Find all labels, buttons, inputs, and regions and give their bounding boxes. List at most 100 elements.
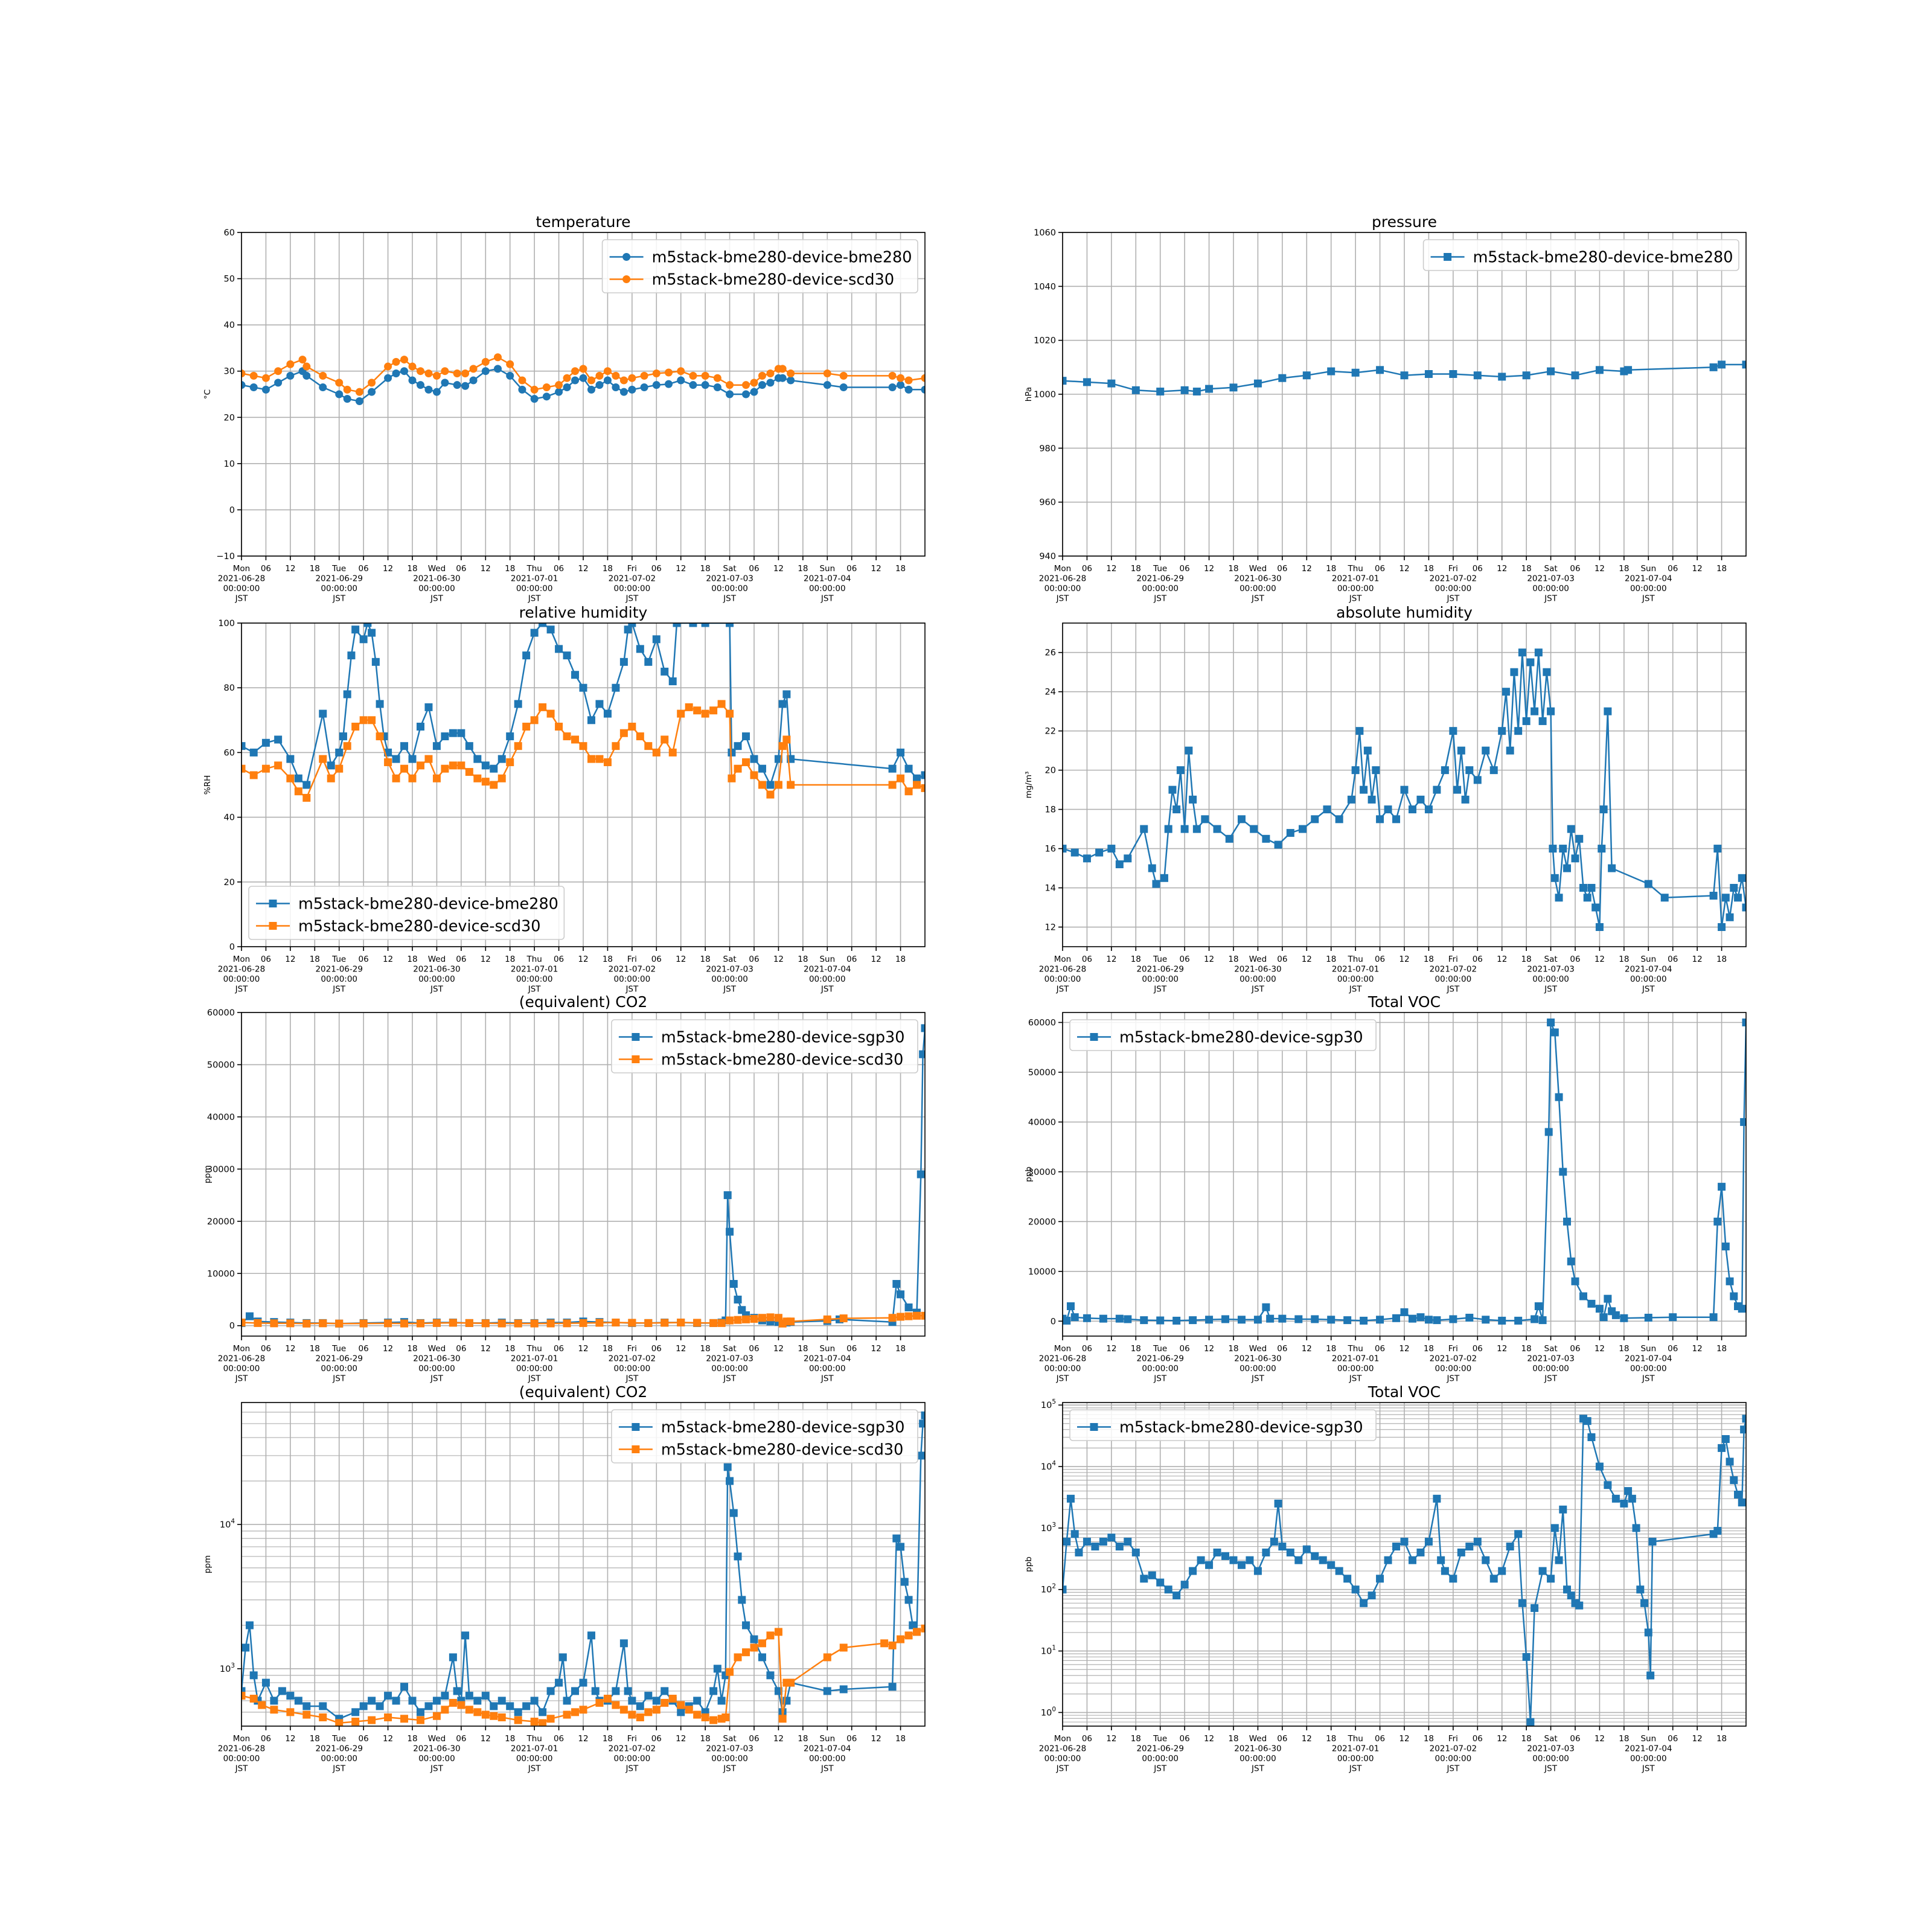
series-1 bbox=[242, 365, 925, 405]
x-tick-label: 06 bbox=[1082, 955, 1092, 964]
x-tick-label: Fri 2021-07-02 00:00:00 JST bbox=[609, 564, 656, 604]
data-point bbox=[1734, 894, 1742, 902]
data-point bbox=[286, 360, 295, 368]
x-tick-label: Sat 2021-07-03 00:00:00 JST bbox=[706, 564, 753, 604]
series-2 bbox=[242, 1624, 925, 1726]
x-tick-label: 18 bbox=[895, 955, 906, 964]
data-point bbox=[432, 1697, 441, 1705]
data-point bbox=[368, 629, 376, 637]
data-point bbox=[473, 1708, 482, 1716]
x-tick-label: 18 bbox=[1326, 564, 1336, 574]
x-tick-label: 12 bbox=[1692, 564, 1703, 574]
data-point bbox=[497, 755, 506, 763]
x-tick-label: 18 bbox=[1228, 1734, 1238, 1744]
data-point bbox=[1473, 1537, 1482, 1546]
x-tick-label: 12 bbox=[871, 1734, 881, 1744]
x-tick-label: 12 bbox=[1302, 1734, 1312, 1744]
x-tick-label: 06 bbox=[1277, 1734, 1287, 1744]
x-tick-label: 18 bbox=[603, 1344, 613, 1354]
y-axis-label: mg/m³ bbox=[1024, 772, 1034, 799]
x-tick-label: 12 bbox=[1106, 955, 1116, 964]
data-point bbox=[766, 1313, 775, 1322]
data-point bbox=[1299, 825, 1307, 833]
data-point bbox=[726, 1668, 734, 1676]
data-point bbox=[1531, 1315, 1539, 1323]
data-point bbox=[1083, 1537, 1091, 1546]
data-point bbox=[1160, 874, 1168, 882]
series-layer bbox=[242, 1024, 925, 1328]
data-point bbox=[721, 1713, 730, 1721]
data-point bbox=[1131, 1548, 1140, 1556]
data-point bbox=[563, 383, 571, 392]
x-tick-label: Fri 2021-07-02 00:00:00 JST bbox=[609, 1344, 656, 1384]
data-point bbox=[294, 1697, 302, 1705]
x-tick-label: 12 bbox=[1106, 1344, 1116, 1354]
data-point bbox=[1726, 913, 1734, 921]
x-tick-label: Sat 2021-07-03 00:00:00 JST bbox=[1527, 955, 1574, 994]
data-point bbox=[1131, 386, 1140, 394]
data-point bbox=[1550, 874, 1559, 882]
data-point bbox=[400, 356, 409, 364]
data-point bbox=[1632, 1524, 1640, 1532]
x-tick-label: 18 bbox=[407, 1344, 417, 1354]
data-point bbox=[274, 735, 283, 744]
x-tick-label: 06 bbox=[554, 955, 564, 964]
data-point bbox=[787, 369, 795, 378]
data-point bbox=[449, 761, 457, 770]
data-point bbox=[514, 1319, 522, 1328]
data-point bbox=[490, 781, 498, 789]
data-point bbox=[453, 369, 461, 378]
data-point bbox=[302, 1710, 311, 1719]
legend-marker bbox=[269, 922, 277, 930]
data-point bbox=[1262, 1303, 1270, 1311]
y-axis: 100 101 102 103 104 105 bbox=[1041, 1398, 1063, 1718]
x-tick-label: Fri 2021-07-02 00:00:00 JST bbox=[609, 955, 656, 994]
data-point bbox=[1253, 1567, 1262, 1575]
data-point bbox=[778, 374, 787, 382]
data-point bbox=[424, 1702, 433, 1710]
data-point bbox=[530, 1697, 539, 1705]
data-point bbox=[766, 379, 775, 387]
data-point bbox=[1587, 1299, 1596, 1308]
x-tick-label: 18 bbox=[1424, 564, 1434, 574]
x-tick-label: 12 bbox=[1497, 955, 1507, 964]
data-point bbox=[302, 1319, 311, 1328]
data-point bbox=[728, 748, 736, 756]
data-point bbox=[1579, 884, 1587, 892]
x-tick-label: 18 bbox=[1521, 955, 1532, 964]
data-point bbox=[750, 388, 758, 396]
data-point bbox=[1457, 1548, 1465, 1556]
data-point bbox=[1124, 1315, 1132, 1323]
data-point bbox=[758, 1639, 766, 1648]
y-tick-label: 12 bbox=[1045, 923, 1056, 933]
y-tick-label: 960 bbox=[1039, 498, 1056, 508]
series-layer bbox=[242, 1411, 925, 1726]
x-tick-label: 12 bbox=[1399, 564, 1409, 574]
data-point bbox=[441, 1706, 449, 1714]
data-point bbox=[888, 764, 897, 773]
series-1 bbox=[1063, 360, 1746, 396]
grid bbox=[1062, 1403, 1746, 1727]
data-point bbox=[473, 755, 482, 763]
y-tick-label: 0 bbox=[229, 1322, 235, 1331]
chart-title: pressure bbox=[1372, 213, 1437, 231]
data-point bbox=[449, 1319, 457, 1327]
data-point bbox=[530, 385, 539, 394]
x-tick-label: 12 bbox=[1204, 1344, 1214, 1354]
x-tick-label: 18 bbox=[700, 955, 711, 964]
data-point bbox=[261, 1678, 270, 1687]
x-tick-label: 06 bbox=[749, 564, 759, 574]
data-point bbox=[1583, 1417, 1591, 1425]
y-tick-label: −10 bbox=[216, 552, 235, 561]
data-point bbox=[1624, 366, 1633, 374]
x-tick-label: 06 bbox=[359, 955, 369, 964]
x-tick-label: 18 bbox=[505, 1344, 515, 1354]
data-point bbox=[514, 700, 522, 708]
data-point bbox=[1534, 1302, 1543, 1311]
data-point bbox=[270, 1319, 278, 1328]
x-tick-label: 18 bbox=[700, 564, 711, 574]
data-point bbox=[1063, 1316, 1071, 1325]
data-point bbox=[1721, 1243, 1730, 1251]
